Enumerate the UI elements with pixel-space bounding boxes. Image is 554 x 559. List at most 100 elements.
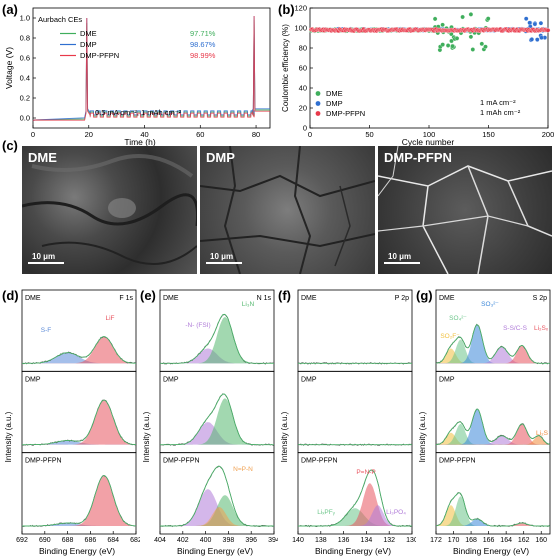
panel-b-point-dme: [440, 22, 445, 28]
panel-d-core-label: F 1s: [119, 295, 133, 302]
panel-b: (b) 0 50 100 150 200 0 20 40 60 80 100 120 1 mA cm⁻…: [278, 2, 554, 147]
panel-e-row-frame: [159, 452, 275, 535]
panel-b-legend-label: DMP-PFPN: [326, 109, 365, 118]
panel-f-xlabel: Binding Energy (eV): [315, 546, 391, 556]
panel-e-xtick-label: 404: [154, 537, 166, 544]
panel-e-peak-label: Li₃N: [242, 301, 255, 308]
panel-g-peak-fill: [436, 423, 550, 445]
panel-d-letter: (d): [2, 288, 19, 303]
panel-a-ylabel: Voltage (V): [4, 47, 14, 89]
panel-g-xtick-label: 170: [448, 537, 460, 544]
panel-b-xtick-label: 50: [365, 130, 373, 139]
panel-g-peak-label: S-S/C-S: [503, 325, 528, 332]
panel-g: (g) Intensity (a.u.) Binding Energy (eV)…: [416, 288, 551, 556]
panel-d-envelope-line: [22, 475, 137, 527]
panel-b-xtick-label: 200: [542, 130, 554, 139]
panel-b-point-dme: [468, 34, 474, 40]
panel-e-peak-label: -N- (FSI): [185, 322, 210, 329]
panel-f-peak-label: Li₃PO₄: [386, 509, 406, 516]
panel-d-xtick-label: 692: [16, 537, 28, 544]
panel-b-legend-marker: [315, 91, 321, 96]
sem-image-dmp-pfpn: DMP-PFPN 10 μm: [378, 146, 552, 274]
panel-g-xtick-label: 166: [483, 537, 495, 544]
panel-e-xtick-label: 398: [223, 537, 235, 544]
panel-b-point-dme: [454, 36, 460, 41]
panel-d-peak-fill: [22, 336, 136, 364]
panel-e-envelope-line: [160, 393, 274, 446]
panel-g-plot: DME S 2p DMP DMP-PFPN 172 170 168 166 164 162 160 S…: [430, 289, 551, 544]
panel-g-xtick-label: 162: [518, 537, 530, 544]
panel-e-ylabel: Intensity (a.u.): [142, 411, 151, 462]
panel-f-xtick-label: 134: [361, 537, 373, 544]
panel-a-condition: 0.5 mA cm⁻², 1 mAh cm⁻²: [95, 108, 182, 117]
sem-scalebar-dme: [28, 262, 64, 264]
panel-d-xtick-label: 686: [85, 537, 97, 544]
panel-f-peak-fill: [298, 508, 412, 526]
panel-d-row-frame: [21, 452, 137, 535]
panel-d-envelope-line: [22, 399, 137, 446]
sem-scale-dmp: 10 μm: [210, 252, 234, 261]
panel-f-plot: DME P 2p DMP DMP-PFPN 140 138 136 134 132 130 P=N-…: [292, 289, 416, 544]
panel-a-legend-label: DMP-PFPN: [80, 51, 119, 60]
panel-g-peak-fill: [436, 348, 550, 364]
sem-scalebar-dmp-pfpn: [384, 262, 420, 264]
panel-e-peak-fill: [160, 398, 274, 445]
panel-g-ylabel: Intensity (a.u.): [418, 411, 427, 462]
panel-b-ylabel: Coulombic efficiency (%): [281, 24, 290, 112]
panel-b-current: 1 mA cm⁻²: [480, 98, 516, 107]
panel-b-point-dme: [470, 47, 476, 52]
panel-a-xtick-label: 40: [140, 130, 148, 139]
panel-b-xlabel: Cycle number: [402, 137, 455, 147]
panel-g-xtick-label: 168: [465, 537, 477, 544]
panel-b-point-dmp: [539, 35, 544, 40]
panel-e-peak-fill: [160, 507, 274, 526]
panel-g-peak-label: SO₃²⁻: [481, 301, 499, 308]
panel-a-xlabel: Time (h): [124, 137, 155, 147]
panel-d-envelope-line: [22, 336, 137, 364]
panel-b-point-dmp: [527, 20, 532, 26]
panel-e-peak-label: N=P-N: [233, 466, 253, 473]
panel-a-xtick-label: 80: [252, 130, 260, 139]
panel-e-envelope-line: [160, 313, 274, 364]
panel-g-peak-fill: [436, 345, 550, 364]
panel-b-legend-label: DMP: [326, 99, 343, 108]
panel-e: (e) Intensity (a.u.) Binding Energy (eV)…: [140, 288, 278, 556]
panel-e-xtick-label: 394: [268, 537, 278, 544]
panel-c-letter: (c): [2, 138, 18, 153]
panel-b-plot: 0 50 100 150 200 0 20 40 60 80 100 120: [294, 4, 554, 140]
panel-b-ytick-label: 0: [303, 124, 307, 133]
panel-d-peak-fill: [22, 475, 136, 526]
panel-g-letter: (g): [416, 288, 433, 303]
panel-b-point-dme: [440, 42, 445, 47]
panel-d: (d) Intensity (a.u.) Binding Energy (eV)…: [2, 288, 140, 556]
panel-f-peak-label: P=N-P: [356, 469, 375, 476]
sem-scalebar-dmp: [206, 262, 242, 264]
panel-a-letter: (a): [2, 2, 18, 17]
panel-e-xtick-label: 396: [245, 537, 257, 544]
panel-f-xtick-label: 130: [406, 537, 416, 544]
panel-b-point-dmp: [538, 20, 544, 26]
panel-d-row-label: DME: [25, 295, 41, 302]
panel-a-legend-ce: 97.71%: [190, 29, 216, 38]
panel-a-series-dmp-pfpn: [32, 15, 270, 122]
sem-image-dme: DME 10 μm: [22, 146, 197, 274]
panel-b-point-dmp: [532, 21, 538, 27]
panel-b-ytick-label: 40: [299, 84, 307, 93]
panel-f-ylabel: Intensity (a.u.): [280, 411, 289, 462]
panel-a: (a) 0 20 40 60 80 0.0 0.2 0.4 0.6 0.8 1.0 Aurbach …: [2, 2, 271, 147]
panel-f-xtick-label: 138: [315, 537, 327, 544]
panel-b-letter: (b): [278, 2, 295, 17]
panel-d-xtick-label: 682: [130, 537, 140, 544]
panel-d-peak-label: S-F: [41, 327, 52, 334]
panel-a-ytick-label: 0.0: [20, 114, 30, 123]
panel-f-envelope-line: [298, 469, 412, 527]
panel-g-peak-label: Li₂Sₓ: [534, 325, 549, 332]
panel-a-legend: DME 97.71% DMP 98.67% DMP-PFPN 98.99%: [60, 29, 216, 60]
panel-b-ytick-label: 20: [299, 104, 307, 113]
panel-g-peak-fill: [436, 346, 550, 364]
panel-e-row-label: DMP: [163, 376, 179, 383]
sem-label-dmp-pfpn: DMP-PFPN: [384, 150, 452, 165]
panel-f-peak-fill: [298, 505, 412, 526]
panel-d-plot: DME F 1s DMP DMP-PFPN 692 690 688 686 684 682 S-F L…: [16, 289, 140, 544]
